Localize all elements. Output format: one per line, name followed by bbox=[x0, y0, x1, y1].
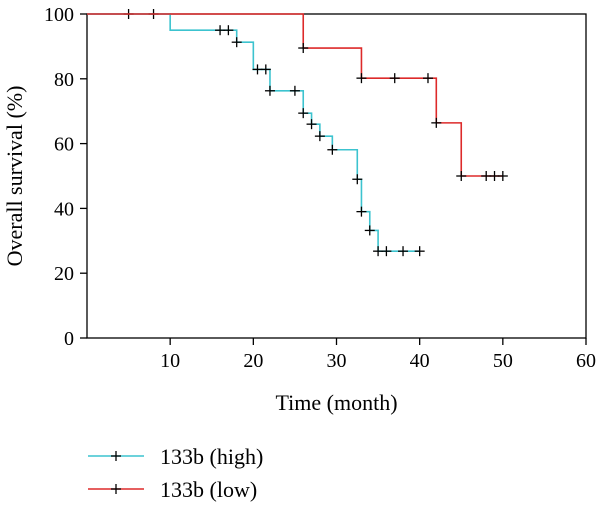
censor-mark bbox=[398, 246, 409, 257]
censor-mark bbox=[306, 119, 317, 130]
x-axis-title: Time (month) bbox=[275, 390, 397, 415]
plot-frame bbox=[86, 13, 587, 339]
y-tick-label: 20 bbox=[54, 263, 74, 285]
censor-mark bbox=[289, 85, 300, 96]
x-tick-label: 50 bbox=[493, 350, 513, 372]
x-tick-label: 10 bbox=[160, 350, 180, 372]
axes: 10 20 30 40 50 60 0 20 40 60 80 100 bbox=[44, 4, 596, 372]
x-tick-label: 30 bbox=[327, 350, 347, 372]
y-axis-title: Overall survival (%) bbox=[2, 86, 27, 267]
legend-item-high: 133b (high) bbox=[88, 444, 263, 469]
censor-mark bbox=[314, 131, 325, 142]
censor-mark bbox=[223, 25, 234, 36]
x-tick-label: 60 bbox=[576, 350, 596, 372]
legend: 133b (high) 133b (low) bbox=[88, 444, 263, 502]
censor-mark bbox=[352, 174, 363, 185]
censor-mark bbox=[356, 206, 367, 217]
censor-mark bbox=[327, 144, 338, 155]
censor-mark bbox=[414, 246, 425, 257]
y-tick-label: 0 bbox=[64, 328, 74, 350]
y-tick-label: 100 bbox=[44, 4, 74, 26]
series-layer bbox=[87, 9, 508, 257]
y-tick-label: 80 bbox=[54, 69, 74, 91]
censor-mark bbox=[456, 171, 467, 181]
censor-mark bbox=[264, 85, 275, 96]
censor-mark bbox=[381, 246, 392, 257]
censor-mark bbox=[298, 108, 309, 119]
censor-mark bbox=[364, 225, 375, 236]
censor-mark bbox=[231, 37, 242, 48]
legend-item-low: 133b (low) bbox=[88, 477, 257, 502]
censor-mark bbox=[356, 73, 367, 84]
legend-label: 133b (high) bbox=[160, 444, 263, 469]
legend-label: 133b (low) bbox=[160, 477, 257, 502]
censor-mark bbox=[389, 73, 400, 84]
series-line-high bbox=[87, 13, 420, 252]
censor-mark bbox=[260, 64, 271, 75]
y-tick-label: 40 bbox=[54, 198, 74, 220]
censor-mark bbox=[497, 171, 508, 181]
x-tick-label: 40 bbox=[410, 350, 430, 372]
censor-mark bbox=[431, 117, 442, 128]
x-tick-label: 20 bbox=[243, 350, 263, 372]
censor-mark bbox=[422, 73, 433, 84]
y-tick-label: 60 bbox=[54, 134, 74, 156]
censor-mark bbox=[298, 43, 309, 54]
